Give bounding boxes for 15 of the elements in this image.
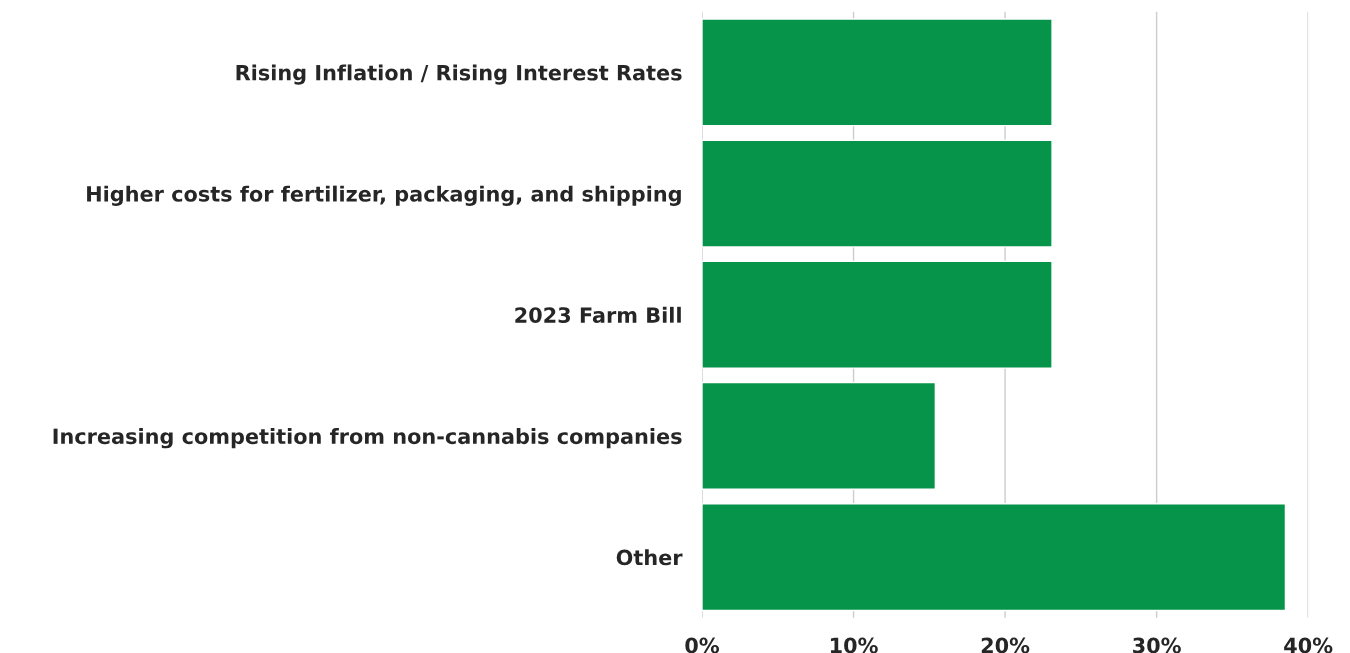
y-tick-label: Other [616, 549, 683, 566]
y-tick-label: Increasing competition from non-cannabis companies [53, 428, 682, 449]
bar [702, 260, 1053, 369]
y-tick-label: Higher costs for fertilizer, packaging, and shipping [87, 185, 681, 206]
bar [702, 18, 1053, 127]
bar [702, 381, 937, 490]
bar [702, 139, 1053, 248]
x-tick-label: 30% [1133, 637, 1181, 653]
y-tick-label: 2023 Farm Bill [515, 306, 681, 323]
bar [702, 503, 1287, 612]
y-tick-label: Rising Inflation / Rising Interest Rates [236, 64, 682, 85]
x-tick-label: 20% [981, 637, 1030, 653]
x-tick-label: 0% [685, 637, 720, 653]
x-tick-label: 10% [830, 637, 878, 653]
x-tick-label: 40% [1284, 637, 1333, 653]
